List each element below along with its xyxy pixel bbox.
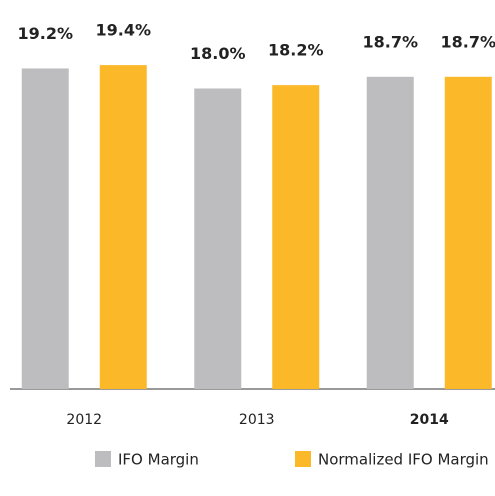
x-tick-label: 2014 [410,412,449,428]
x-tick-label: 2012 [66,412,102,428]
value-label: 18.7% [362,32,418,51]
legend-label: IFO Margin [118,451,199,469]
value-label: 19.2% [17,24,73,43]
bar [272,85,320,389]
bar [21,68,69,389]
x-tick-label: 2013 [239,412,275,428]
value-label: 18.2% [268,41,324,60]
bar [444,76,492,390]
legend-swatch [295,451,311,467]
value-label: 18.0% [190,44,246,63]
value-label: 19.4% [95,21,151,40]
legend-swatch [95,451,111,467]
bar [99,65,147,390]
bar [366,76,414,390]
legend-label: Normalized IFO Margin [318,451,489,469]
value-label: 18.7% [440,32,495,51]
bar [194,88,242,389]
